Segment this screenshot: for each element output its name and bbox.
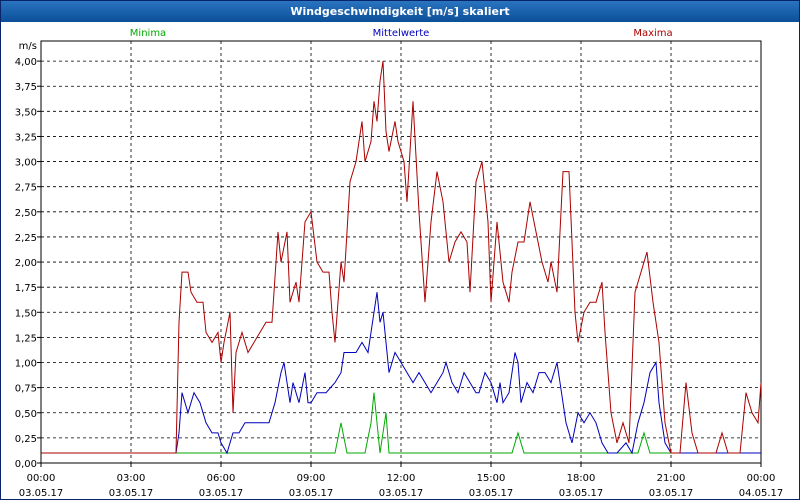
x-tick-time: 03:00 [117, 473, 146, 484]
y-tick-label: 3,50 [15, 107, 37, 118]
y-tick-label: 0,25 [15, 434, 37, 445]
series-mittelwerte [41, 292, 761, 455]
legend: Minima Mittelwerte Maxima [130, 28, 673, 39]
x-tick-date: 03.05.17 [469, 488, 514, 499]
x-tick-date: 03.05.17 [559, 488, 604, 499]
y-tick-label: 0,00 [15, 459, 37, 470]
y-tick-label: 3,25 [15, 132, 37, 143]
y-tick-label: 0,50 [15, 409, 37, 420]
grid-lines [41, 41, 761, 464]
x-tick-time: 15:00 [477, 473, 506, 484]
window-title: Windgeschwindigkeit [m/s] skaliert [1, 1, 799, 22]
x-tick-time: 00:00 [747, 473, 776, 484]
x-tick-time: 09:00 [297, 473, 326, 484]
y-tick-label: 4,00 [15, 57, 37, 68]
x-tick-date: 03.05.17 [379, 488, 424, 499]
x-tick-date: 03.05.17 [199, 488, 244, 499]
x-tick-time: 00:00 [27, 473, 56, 484]
x-tick-time: 18:00 [567, 473, 596, 484]
x-tick-date: 03.05.17 [109, 488, 154, 499]
y-tick-label: 1,75 [15, 283, 37, 294]
y-tick-label: 2,50 [15, 208, 37, 219]
x-tick-time: 21:00 [657, 473, 686, 484]
y-tick-label: 3,00 [15, 158, 37, 169]
y-tick-label: 2,25 [15, 233, 37, 244]
legend-mittelwerte: Mittelwerte [373, 28, 430, 39]
x-tick-date: 04.05.17 [739, 488, 784, 499]
legend-minima: Minima [130, 28, 166, 39]
legend-maxima: Maxima [633, 28, 672, 39]
y-tick-label: 1,25 [15, 333, 37, 344]
x-tick-date: 03.05.17 [289, 488, 334, 499]
x-tick-time: 12:00 [387, 473, 416, 484]
y-tick-label: 1,50 [15, 308, 37, 319]
y-axis-label: m/s [19, 41, 37, 52]
y-tick-label: 2,75 [15, 183, 37, 194]
y-tick-label: 2,00 [15, 258, 37, 269]
x-tick-date: 03.05.17 [649, 488, 694, 499]
y-tick-label: 1,00 [15, 359, 37, 370]
x-axis: 00:00 03.05.17 03:00 03.05.17 06:00 03.05.17 0… [19, 463, 784, 499]
y-axis: 0,00 0,25 0,50 0,75 1,00 1,25 1,50 1,75 2,00 2,25… [15, 41, 41, 470]
y-tick-label: 3,75 [15, 82, 37, 93]
y-tick-label: 0,75 [15, 384, 37, 395]
x-tick-time: 06:00 [207, 473, 236, 484]
series-lines [41, 61, 762, 455]
series-maxima [41, 61, 762, 454]
x-tick-date: 03.05.17 [19, 488, 64, 499]
series-minima [41, 392, 761, 454]
